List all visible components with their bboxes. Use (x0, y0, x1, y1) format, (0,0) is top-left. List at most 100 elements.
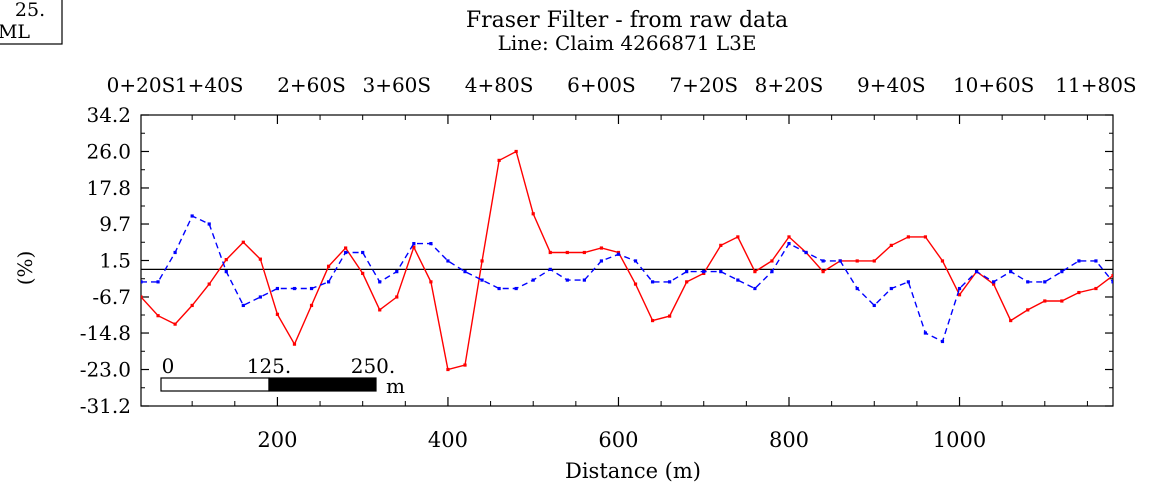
x-tick-label: 1000 (933, 428, 986, 452)
series-point-1 (208, 222, 211, 225)
series-point-0 (259, 258, 262, 261)
series-point-1 (463, 270, 466, 273)
corner-box-line2: ML (0, 21, 30, 43)
series-point-1 (429, 242, 432, 245)
series-point-1 (839, 259, 842, 262)
scale-bar-unit: m (386, 374, 405, 398)
series-point-0 (1060, 299, 1063, 302)
station-label: 6+00S (567, 73, 636, 97)
series-point-1 (498, 287, 501, 290)
y-tick-label: -14.8 (80, 321, 131, 345)
series-point-0 (446, 368, 449, 371)
series-point-0 (225, 258, 228, 261)
series-point-0 (719, 244, 722, 247)
series-point-0 (242, 241, 245, 244)
series-point-0 (907, 235, 910, 238)
series-point-0 (361, 272, 364, 275)
series-point-1 (1043, 280, 1046, 283)
series-point-1 (293, 287, 296, 290)
chart-title: Fraser Filter - from raw data (466, 8, 788, 33)
series-point-1 (174, 251, 177, 254)
series-point-0 (668, 315, 671, 318)
series-point-1 (1060, 270, 1063, 273)
series-point-1 (583, 278, 586, 281)
y-axis-label: (%) (13, 251, 37, 286)
y-tick-label: 9.7 (99, 212, 131, 236)
series-point-1 (532, 278, 535, 281)
series-point-0 (873, 259, 876, 262)
x-axis-label: Distance (m) (565, 459, 701, 483)
series-point-0 (770, 259, 773, 262)
series-point-1 (992, 280, 995, 283)
series-point-0 (293, 343, 296, 346)
series-point-1 (668, 280, 671, 283)
series-point-1 (480, 278, 483, 281)
x-tick-label: 800 (769, 428, 809, 452)
series-point-1 (804, 251, 807, 254)
series-point-0 (429, 280, 432, 283)
y-tick-label: -31.2 (80, 394, 131, 418)
series-point-0 (378, 308, 381, 311)
series-point-0 (139, 295, 142, 298)
series-point-1 (634, 259, 637, 262)
series-point-0 (924, 235, 927, 238)
x-tick-label: 400 (428, 428, 468, 452)
scale-bar: 0 125. 250. m (161, 354, 405, 398)
series-point-1 (856, 287, 859, 290)
station-label: 1+40S (175, 73, 244, 97)
series-point-0 (685, 280, 688, 283)
station-label: 10+60S (953, 73, 1034, 97)
y-tick-label: -6.7 (92, 285, 131, 309)
station-label: 7+20S (669, 73, 738, 97)
series-point-1 (1111, 280, 1114, 283)
series-point-1 (787, 242, 790, 245)
series-layer (139, 150, 1114, 371)
y-tick-label: 1.5 (99, 249, 131, 273)
series-point-1 (515, 287, 518, 290)
series-point-1 (156, 280, 159, 283)
axis-ticks: 34.226.017.89.71.5-6.7-14.8-23.0-31.2200… (80, 73, 1137, 452)
series-point-0 (753, 270, 756, 273)
series-point-0 (549, 251, 552, 254)
series-point-0 (310, 304, 313, 307)
series-point-0 (1026, 308, 1029, 311)
station-label: 3+60S (362, 73, 431, 97)
series-point-1 (617, 253, 620, 256)
scale-bar-label-0: 0 (162, 354, 175, 378)
series-point-1 (139, 280, 142, 283)
series-point-0 (208, 282, 211, 285)
series-point-0 (532, 212, 535, 215)
series-point-0 (515, 150, 518, 153)
series-point-0 (498, 159, 501, 162)
series-point-0 (344, 246, 347, 249)
series-point-0 (787, 235, 790, 238)
series-point-0 (395, 295, 398, 298)
series-line-0 (141, 152, 1113, 370)
series-point-0 (174, 323, 177, 326)
series-point-1 (1009, 270, 1012, 273)
series-point-0 (327, 265, 330, 268)
series-1 (139, 214, 1114, 343)
series-point-1 (719, 270, 722, 273)
series-point-1 (907, 280, 910, 283)
series-point-1 (191, 214, 194, 217)
series-point-0 (1043, 299, 1046, 302)
series-point-0 (856, 259, 859, 262)
series-point-0 (822, 270, 825, 273)
series-point-1 (770, 270, 773, 273)
series-point-0 (890, 244, 893, 247)
series-0 (139, 150, 1114, 371)
scale-bar-label-125: 125. (247, 354, 292, 378)
series-point-0 (941, 259, 944, 262)
series-point-1 (549, 268, 552, 271)
series-point-1 (1026, 280, 1029, 283)
series-point-1 (566, 278, 569, 281)
series-point-1 (651, 280, 654, 283)
series-point-0 (1111, 274, 1114, 277)
series-point-1 (378, 280, 381, 283)
x-tick-label: 200 (257, 428, 297, 452)
series-point-0 (156, 314, 159, 317)
series-point-1 (327, 280, 330, 283)
series-point-0 (736, 235, 739, 238)
series-point-1 (975, 270, 978, 273)
